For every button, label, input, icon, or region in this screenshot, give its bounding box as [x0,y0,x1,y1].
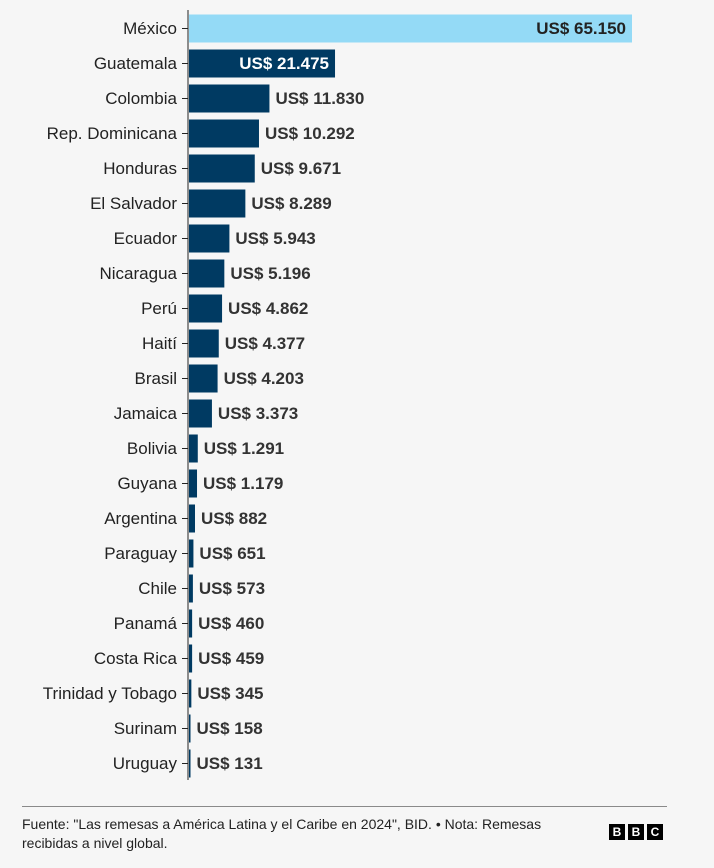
bar-colombia [189,84,270,113]
category-label-el-salvador: El Salvador [90,194,177,213]
value-label-costa-rica: US$ 459 [198,649,264,668]
category-label-surinam: Surinam [114,719,177,738]
chart-footer: Fuente: "Las remesas a América Latina y … [22,806,667,853]
category-label-argentina: Argentina [104,509,177,528]
bar-trinidad-y-tobago [189,679,192,708]
bar-jamaica [189,399,212,428]
bar-bolivia [189,434,198,463]
value-label-nicaragua: US$ 5.196 [230,264,310,283]
category-label-nicaragua: Nicaragua [100,264,178,283]
bar-el-salvador [189,189,246,218]
value-label-peru: US$ 4.862 [228,299,308,318]
category-label-bolivia: Bolivia [127,439,178,458]
value-label-mexico: US$ 65.150 [536,19,626,38]
bar-costa-rica [189,644,193,673]
value-label-bolivia: US$ 1.291 [204,439,284,458]
bar-paraguay [189,539,194,568]
bbc-logo-block-2: B [628,824,644,840]
value-label-argentina: US$ 882 [201,509,267,528]
bar-peru [189,294,223,323]
value-label-haiti: US$ 4.377 [225,334,305,353]
value-label-trinidad-y-tobago: US$ 345 [197,684,263,703]
value-label-el-salvador: US$ 8.289 [251,194,331,213]
category-label-haiti: Haití [142,334,177,353]
category-label-guatemala: Guatemala [94,54,178,73]
category-label-colombia: Colombia [105,89,177,108]
category-label-chile: Chile [138,579,177,598]
value-label-colombia: US$ 11.830 [275,89,364,108]
value-label-rep-dominicana: US$ 10.292 [265,124,355,143]
bar-haiti [189,329,219,358]
category-label-jamaica: Jamaica [114,404,178,423]
value-label-brasil: US$ 4.203 [224,369,304,388]
bar-panama [189,609,193,638]
bar-guyana [189,469,198,498]
bar-ecuador [189,224,230,253]
value-label-honduras: US$ 9.671 [261,159,341,178]
value-label-chile: US$ 573 [199,579,265,598]
value-label-panama: US$ 460 [198,614,264,633]
bar-uruguay [189,749,191,778]
category-label-guyana: Guyana [117,474,177,493]
category-label-peru: Perú [141,299,177,318]
bbc-logo: B B C [609,824,663,840]
bbc-logo-block-3: C [647,824,663,840]
source-note: Fuente: "Las remesas a América Latina y … [22,816,542,851]
category-label-costa-rica: Costa Rica [94,649,178,668]
bar-chile [189,574,193,603]
category-label-mexico: México [123,19,177,38]
value-label-surinam: US$ 158 [197,719,263,738]
bbc-logo-block-1: B [609,824,625,840]
category-label-brasil: Brasil [134,369,177,388]
bar-chart: México US$ 65.150 Guatemala US$ 21.475 Colom… [43,10,632,780]
bar-brasil [189,364,218,393]
value-label-guyana: US$ 1.179 [203,474,283,493]
value-label-jamaica: US$ 3.373 [218,404,298,423]
category-label-uruguay: Uruguay [113,754,178,773]
bar-surinam [189,714,191,743]
value-label-uruguay: US$ 131 [197,754,263,773]
category-label-honduras: Honduras [103,159,177,178]
bar-guatemala [189,49,336,78]
bar-mexico [189,14,632,43]
value-label-guatemala: US$ 21.475 [239,54,329,73]
category-label-panama: Panamá [114,614,178,633]
bar-nicaragua [189,259,225,288]
value-label-paraguay: US$ 651 [199,544,265,563]
category-label-paraguay: Paraguay [104,544,177,563]
value-label-ecuador: US$ 5.943 [235,229,315,248]
category-label-trinidad-y-tobago: Trinidad y Tobago [43,684,177,703]
bar-honduras [189,154,255,183]
category-label-ecuador: Ecuador [114,229,178,248]
bar-rep-dominicana [189,119,259,148]
category-label-rep-dominicana: Rep. Dominicana [47,124,178,143]
bar-argentina [189,504,195,533]
